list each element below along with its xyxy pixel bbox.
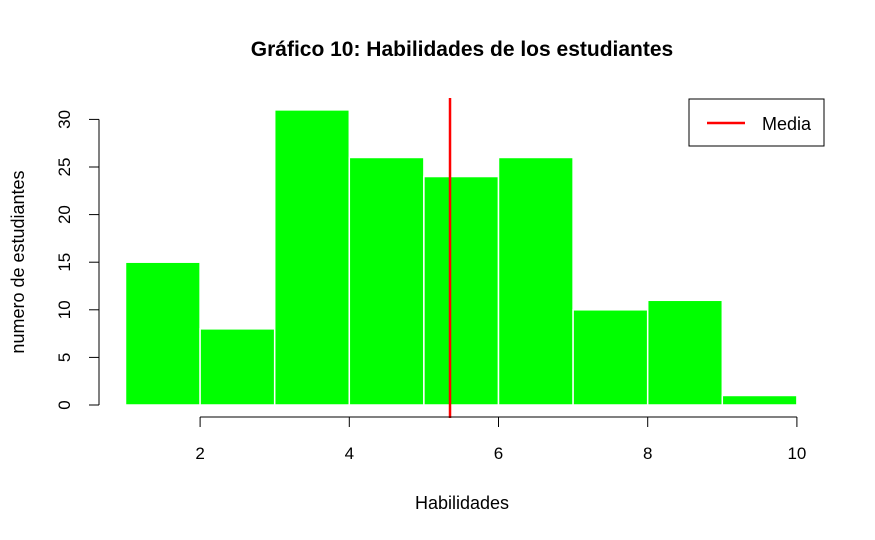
legend: Media [688, 98, 825, 147]
y-tick-label: 10 [55, 300, 74, 319]
histogram-bar [497, 156, 574, 406]
histogram-bar [646, 299, 724, 406]
histogram-bar [124, 261, 201, 406]
chart-title: Gráfico 10: Habilidades de los estudiant… [251, 38, 673, 61]
x-tick-label: 4 [345, 444, 354, 463]
y-tick-label: 15 [55, 253, 74, 272]
y-tick-label: 0 [55, 400, 74, 409]
histogram-bar [572, 309, 649, 406]
x-tick-label: 10 [787, 444, 806, 463]
x-axis-label: Habilidades [415, 493, 509, 513]
histogram-bar [348, 156, 425, 406]
x-tick-label: 8 [643, 444, 652, 463]
y-tick-label: 5 [55, 353, 74, 362]
y-axis-label: numero de estudiantes [8, 170, 28, 353]
histogram-bar [423, 175, 500, 406]
x-tick-label: 6 [494, 444, 503, 463]
histogram-bar [721, 394, 798, 406]
histogram-bar [273, 109, 351, 406]
y-tick-label: 30 [55, 110, 74, 129]
y-axis: 0 5 10 15 20 25 30 [55, 110, 100, 410]
y-tick-label: 20 [55, 205, 74, 224]
bars-group [124, 109, 798, 406]
legend-label: Media [762, 114, 812, 134]
x-axis: 2 4 6 8 10 [195, 416, 806, 463]
histogram-bar [199, 328, 276, 406]
x-tick-label: 2 [195, 444, 204, 463]
y-tick-label: 25 [55, 158, 74, 177]
